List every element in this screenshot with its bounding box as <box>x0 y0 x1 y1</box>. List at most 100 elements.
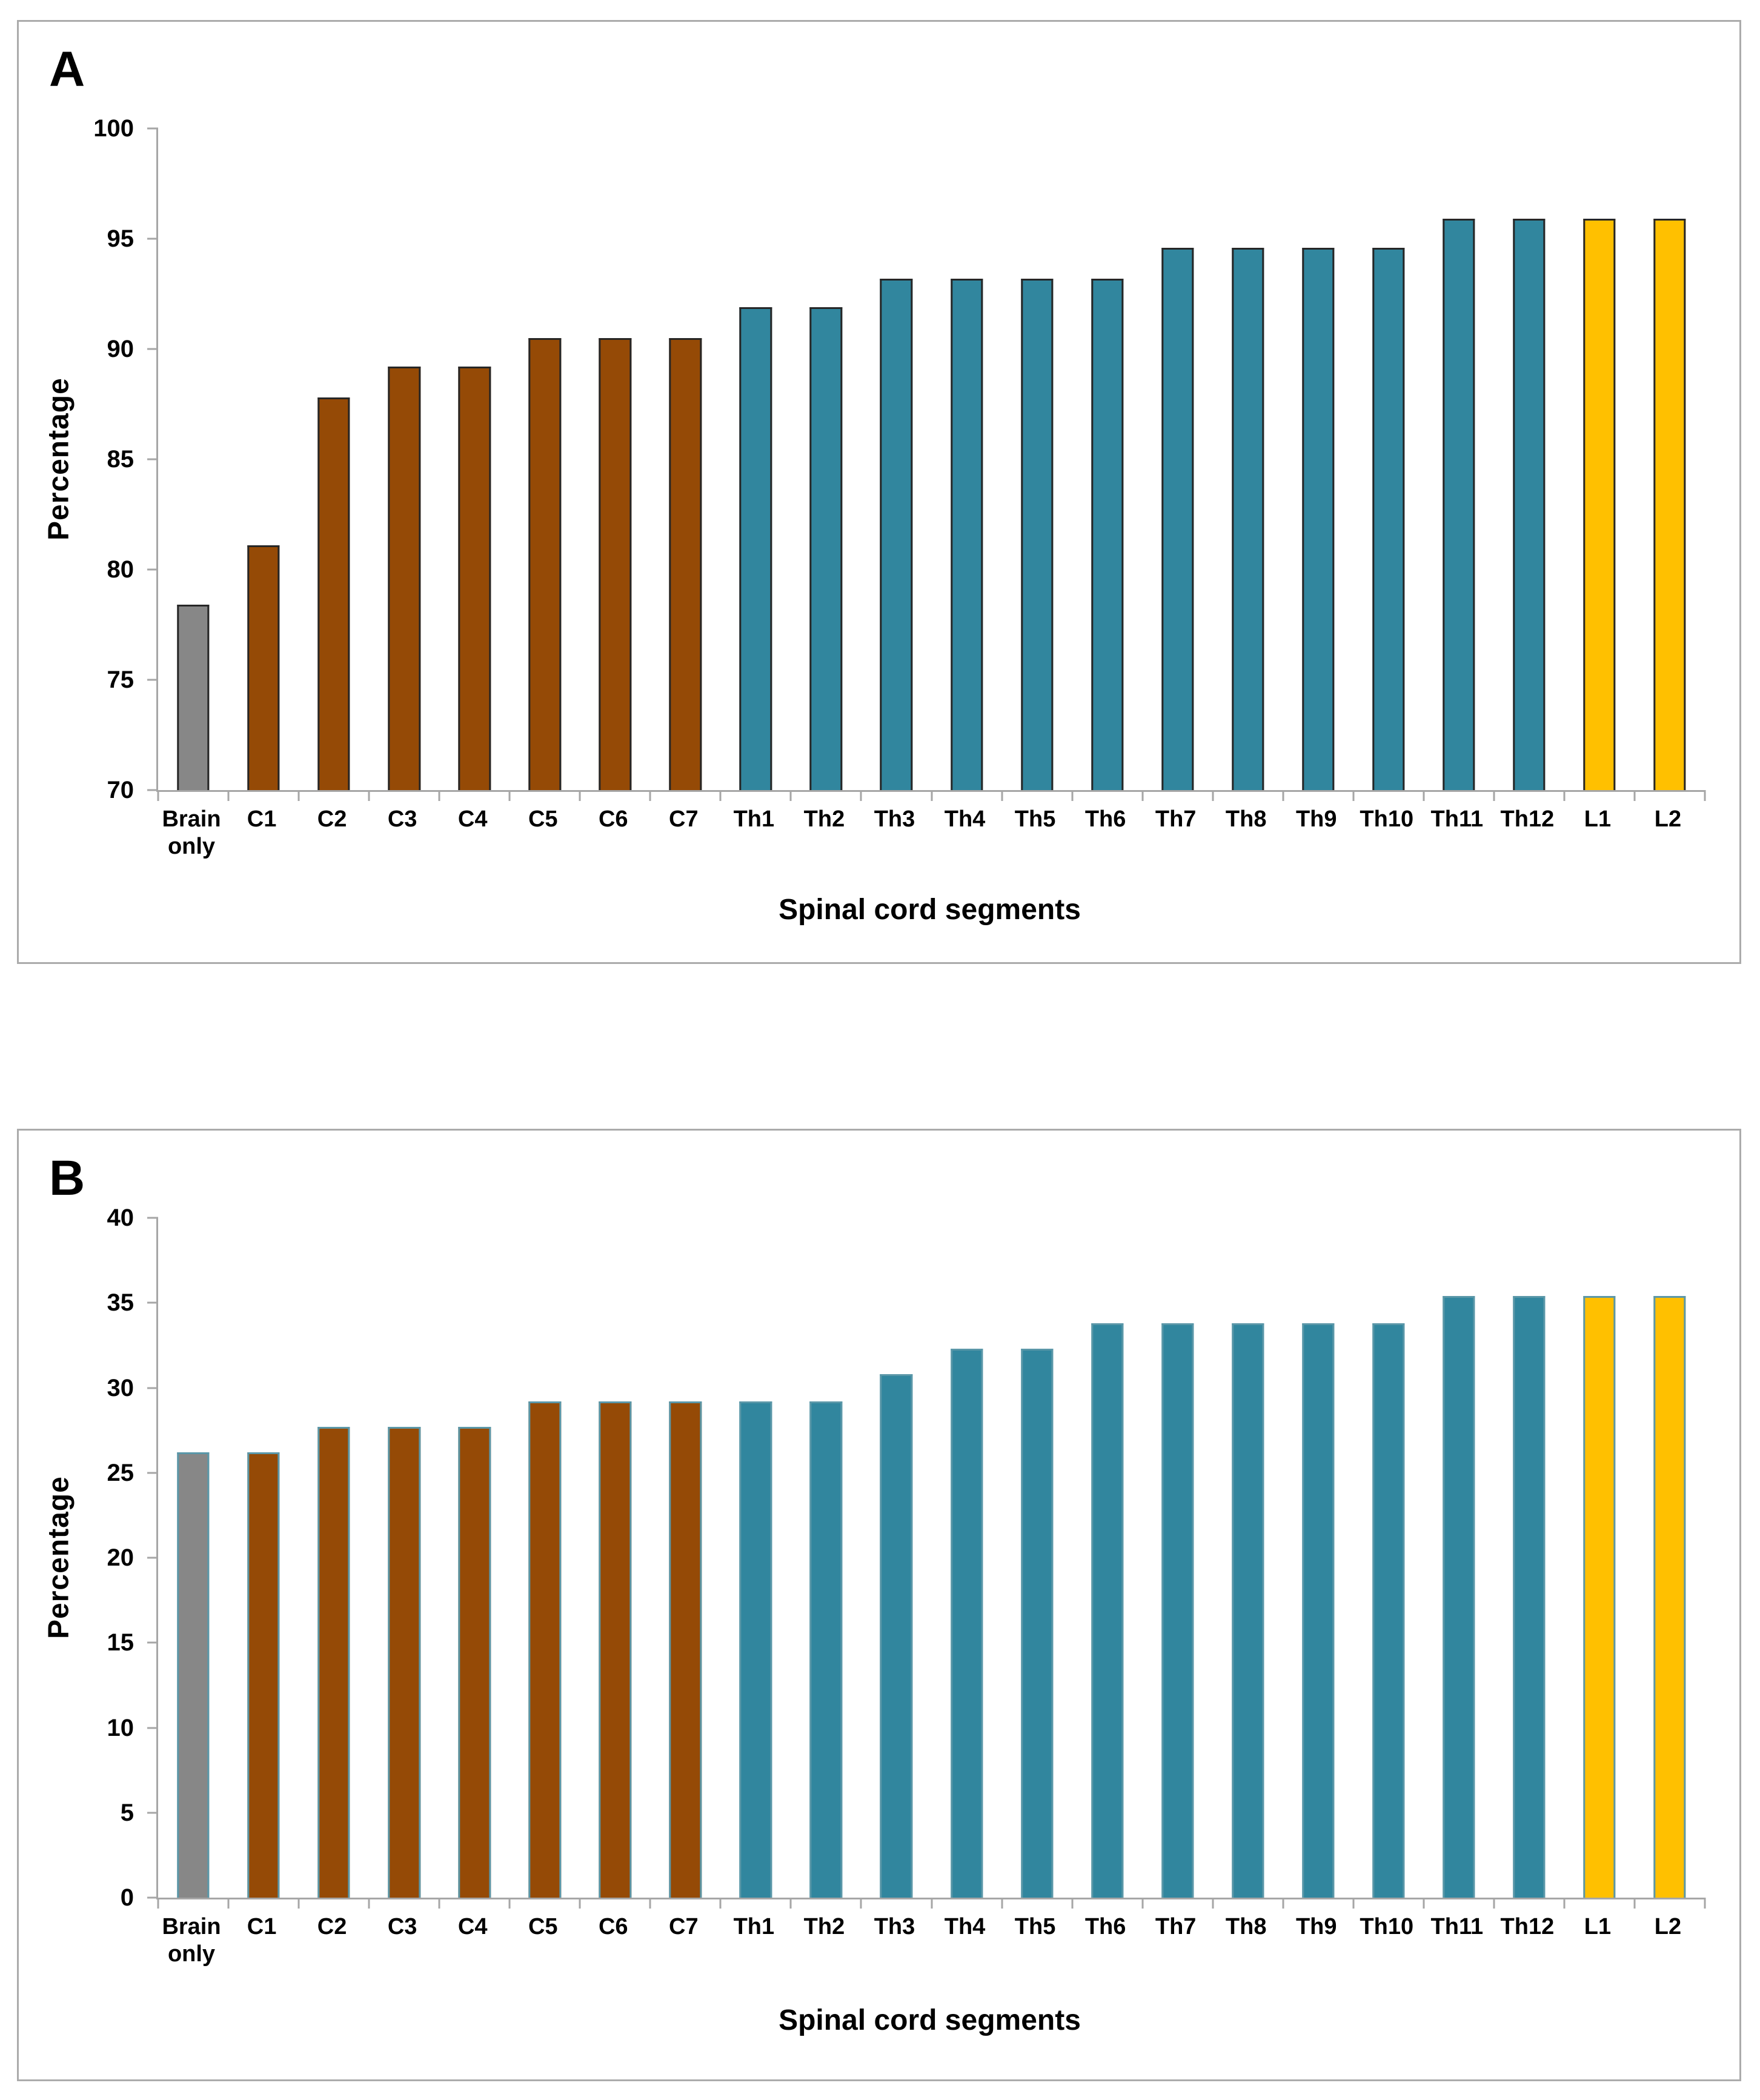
panel-a-x-tick-mark-11 <box>931 790 932 801</box>
panel-a-slot-th1 <box>720 128 791 790</box>
panel-b-y-tick-label-30: 30 <box>107 1374 134 1401</box>
panel-b-x-label-c3: C3 <box>387 1914 417 1939</box>
panel-a-x-label-th4: Th4 <box>944 806 986 832</box>
panel-b-x-tick-mark-18 <box>1423 1898 1425 1909</box>
panel-b-slot-brain-only <box>158 1218 228 1898</box>
panel-b-y-tick-mark-10 <box>147 1727 158 1729</box>
panel-b-slot-th11 <box>1424 1218 1494 1898</box>
panel-b-slot-c5 <box>510 1218 580 1898</box>
panel-b-x-tick-mark-16 <box>1282 1898 1284 1909</box>
panel-a-y-tick-mark-100 <box>147 127 158 130</box>
panel-a-y-tick-label-75: 75 <box>107 666 134 693</box>
panel-b-x-label-th2: Th2 <box>803 1914 845 1939</box>
panel-a-x-tick-mark-2 <box>297 790 300 801</box>
panel-b-slot-th8 <box>1213 1218 1283 1898</box>
panel-b-x-tick-mark-9 <box>789 1898 792 1909</box>
panel-b-x-label-c2: C2 <box>317 1914 347 1939</box>
panel-a-x-label-brain-only: Brain only <box>162 806 221 859</box>
panel-a-slot-l2 <box>1635 128 1705 790</box>
panel-a-x-tick-mark-20 <box>1563 790 1566 801</box>
panel-b-x-tick-mark-21 <box>1633 1898 1636 1909</box>
panel-b-slot-th10 <box>1353 1218 1424 1898</box>
panel-a-x-tick-mark-0 <box>157 790 159 801</box>
panel-a-y-tick-mark-75 <box>147 679 158 681</box>
panel-a-x-label-c7: C7 <box>669 806 699 832</box>
panel-b-x-tick-mark-13 <box>1071 1898 1074 1909</box>
panel-b-slot-c1 <box>228 1218 299 1898</box>
panel-a-bar-th5 <box>1020 278 1054 790</box>
panel-b-bar-brain-only <box>177 1452 210 1898</box>
panel-a-slot-c5 <box>510 128 580 790</box>
panel-a-slot-th5 <box>1002 128 1072 790</box>
panel-a-bar-c4 <box>458 367 491 790</box>
panel-a-bar-l2 <box>1653 219 1686 790</box>
panel-a-x-axis-title: Spinal cord segments <box>779 894 1081 926</box>
panel-a-y-tick-label-85: 85 <box>107 446 134 473</box>
panel-a-x-label-th8: Th8 <box>1225 806 1267 832</box>
panel-a-slot-c6 <box>580 128 650 790</box>
panel-b-x-tick-mark-22 <box>1704 1898 1706 1909</box>
panel-a-bar-c7 <box>669 337 702 790</box>
panel-a-slot-th6 <box>1072 128 1143 790</box>
panel-a-x-label-th9: Th9 <box>1295 806 1337 832</box>
panel-a-slot-brain-only <box>158 128 228 790</box>
panel-a-x-tick-mark-19 <box>1493 790 1495 801</box>
panel-a-y-tick-mark-90 <box>147 348 158 350</box>
panel-a-x-tick-mark-18 <box>1423 790 1425 801</box>
panel-a-x-tick-mark-16 <box>1282 790 1284 801</box>
panel-b-x-tick-mark-19 <box>1493 1898 1495 1909</box>
panel-b-x-tick-mark-17 <box>1352 1898 1355 1909</box>
panel-b-y-tick-mark-30 <box>147 1387 158 1389</box>
panel-b-x-label-th1: Th1 <box>733 1914 775 1939</box>
panel-a-x-label-c6: C6 <box>598 806 628 832</box>
panel-a-x-tick-mark-5 <box>508 790 511 801</box>
panel-a-bar-th1 <box>739 307 772 790</box>
panel-a-x-tick-mark-13 <box>1071 790 1074 801</box>
panel-b-letter: B <box>49 1151 85 1206</box>
panel-b-bar-th3 <box>880 1374 913 1898</box>
panel-b-x-label-th5: Th5 <box>1014 1914 1056 1939</box>
panel-b-x-label-th12: Th12 <box>1500 1914 1555 1939</box>
panel-a-slot-c4 <box>439 128 510 790</box>
panel-a-bar-c3 <box>388 367 420 790</box>
panel-a-x-tick-mark-15 <box>1212 790 1214 801</box>
panel-a-x-tick-mark-7 <box>649 790 651 801</box>
panel-a-bar-th7 <box>1161 247 1194 790</box>
panel-a-slot-c3 <box>369 128 439 790</box>
panel-b-slot-c3 <box>369 1218 439 1898</box>
panel-b-bar-th6 <box>1091 1323 1124 1898</box>
panel-a-x-label-th6: Th6 <box>1084 806 1126 832</box>
panel-b-x-label-th9: Th9 <box>1295 1914 1337 1939</box>
panel-b-bar-th11 <box>1443 1296 1475 1898</box>
panel-b-x-label-brain-only: Brain only <box>162 1914 221 1967</box>
panel-a-x-label-th3: Th3 <box>874 806 915 832</box>
panel-b-y-tick-mark-20 <box>147 1557 158 1559</box>
panel-b-bar-th2 <box>809 1401 843 1898</box>
panel-b-x-label-th8: Th8 <box>1225 1914 1267 1939</box>
panel-b-x-label-th3: Th3 <box>874 1914 915 1939</box>
panel-a-bar-th8 <box>1232 247 1264 790</box>
panel-b-bar-th10 <box>1372 1323 1405 1898</box>
panel-a-bar-th9 <box>1302 247 1335 790</box>
panel-b-x-axis-title: Spinal cord segments <box>779 2004 1081 2036</box>
panel-b-slot-c2 <box>299 1218 369 1898</box>
panel-b-slot-th5 <box>1002 1218 1072 1898</box>
panel-a-x-label-th10: Th10 <box>1360 806 1414 832</box>
panel-a-x-tick-mark-6 <box>579 790 581 801</box>
panel-b-x-tick-mark-0 <box>157 1898 159 1909</box>
panel-a-x-tick-mark-8 <box>719 790 722 801</box>
panel-b-bar-c2 <box>317 1427 350 1898</box>
panel-a-x-label-th7: Th7 <box>1155 806 1197 832</box>
panel-a: A Percentage 70 75 80 85 90 95 100 Spinal cord… <box>17 20 1741 964</box>
panel-a-slot-l1 <box>1564 128 1635 790</box>
panel-b-slot-th7 <box>1143 1218 1213 1898</box>
panel-a-bar-l1 <box>1583 219 1616 790</box>
panel-b-x-label-l1: L1 <box>1584 1914 1612 1939</box>
panel-b-slot-th12 <box>1494 1218 1564 1898</box>
panel-b-x-label-c7: C7 <box>669 1914 699 1939</box>
panel-a-x-label-c2: C2 <box>317 806 347 832</box>
panel-b: B Percentage 0 5 10 15 20 25 30 35 40 Spinal cor… <box>17 1129 1741 2081</box>
panel-b-x-label-th10: Th10 <box>1360 1914 1414 1939</box>
panel-a-slot-c1 <box>228 128 299 790</box>
